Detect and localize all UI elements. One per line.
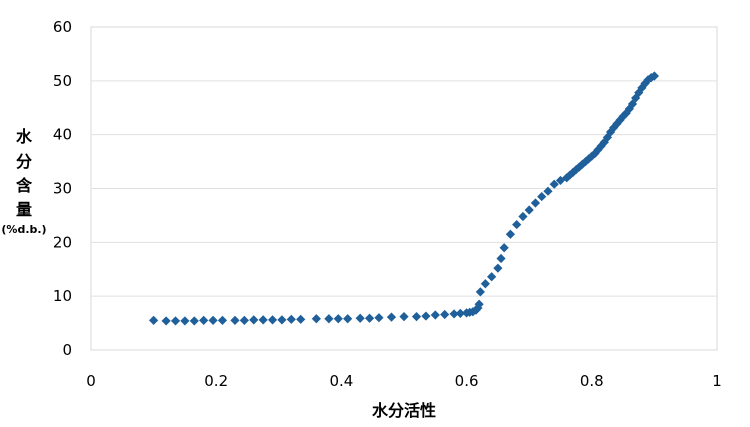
data-point: [267, 315, 278, 325]
data-point: [584, 154, 594, 164]
data-point: [411, 312, 422, 322]
x-tick-label: 0: [86, 372, 96, 390]
data-point: [149, 315, 159, 325]
data-point: [170, 316, 181, 326]
data-point: [627, 99, 638, 109]
data-point: [161, 316, 171, 326]
data-point: [474, 299, 484, 309]
y-axis-label-char-4: 量: [16, 200, 32, 219]
data-point: [615, 115, 625, 125]
data-point: [496, 253, 506, 264]
data-point: [543, 186, 553, 196]
data-point: [364, 313, 375, 323]
data-point: [634, 88, 644, 98]
y-axis-unit: (%d.b.): [1, 223, 46, 236]
data-point: [549, 179, 559, 189]
y-tick-label: 50: [53, 72, 72, 90]
data-point: [468, 307, 478, 317]
y-axis-label-char-3: 含: [16, 176, 33, 195]
data-point: [386, 312, 397, 322]
data-point: [296, 314, 306, 324]
x-tick-label: 0.4: [329, 372, 353, 390]
data-point: [199, 315, 209, 325]
data-point: [343, 314, 353, 324]
data-point: [618, 111, 628, 121]
data-point: [333, 314, 343, 324]
data-point: [530, 198, 541, 208]
y-tick-label: 20: [53, 233, 72, 251]
data-point: [505, 229, 516, 239]
x-tick-label: 1: [712, 372, 722, 390]
data-point: [580, 156, 591, 167]
data-point: [258, 315, 268, 325]
data-point: [208, 315, 218, 325]
data-point: [512, 219, 522, 230]
data-point: [355, 313, 365, 323]
data-point: [189, 316, 199, 326]
x-tick-label: 0.2: [204, 372, 228, 390]
data-point: [473, 303, 483, 313]
y-tick-label: 0: [62, 341, 72, 359]
y-axis-label-char-1: 水: [16, 127, 33, 146]
data-point: [449, 309, 459, 319]
data-point: [239, 315, 249, 325]
data-point: [421, 311, 431, 321]
data-point: [646, 73, 656, 83]
data-point: [399, 312, 409, 322]
data-point: [311, 314, 321, 324]
data-point: [487, 272, 497, 282]
data-point: [590, 148, 600, 159]
data-point: [621, 108, 631, 118]
x-tick-label: 0.8: [580, 372, 604, 390]
data-points: [149, 71, 659, 326]
data-point: [230, 315, 240, 325]
data-point: [440, 309, 450, 320]
data-point: [475, 287, 485, 297]
data-point: [643, 75, 653, 85]
data-point: [480, 279, 490, 289]
data-point: [524, 205, 534, 215]
data-point: [324, 314, 334, 324]
data-point: [455, 308, 465, 318]
data-point: [217, 315, 228, 325]
data-point: [649, 71, 659, 81]
data-point: [537, 191, 547, 202]
y-tick-label: 60: [53, 18, 72, 36]
y-tick-label: 30: [53, 180, 72, 198]
data-point: [587, 151, 597, 161]
data-point: [577, 159, 588, 169]
data-point: [430, 310, 440, 320]
data-point: [499, 243, 509, 253]
data-point: [249, 315, 259, 325]
data-point: [277, 315, 287, 325]
y-axis-label-char-2: 分: [16, 152, 32, 171]
x-axis-ticks: 0 0.2 0.4 0.6 0.8 1: [86, 372, 722, 390]
data-point: [286, 314, 296, 324]
gridlines: [91, 80, 717, 297]
y-axis-ticks: 0 10 20 30 40 50 60: [53, 18, 72, 359]
x-tick-label: 0.6: [455, 372, 479, 390]
data-point: [180, 316, 190, 326]
y-axis-label: 水 分 含 量 (%d.b.): [1, 127, 46, 236]
data-point: [374, 313, 384, 323]
data-point: [624, 104, 634, 114]
data-point: [493, 263, 503, 273]
data-point: [637, 83, 647, 93]
y-tick-label: 10: [53, 287, 72, 305]
x-axis-label: 水分活性: [372, 401, 436, 420]
y-tick-label: 40: [53, 126, 72, 144]
data-point: [609, 123, 619, 133]
data-point: [518, 211, 528, 222]
